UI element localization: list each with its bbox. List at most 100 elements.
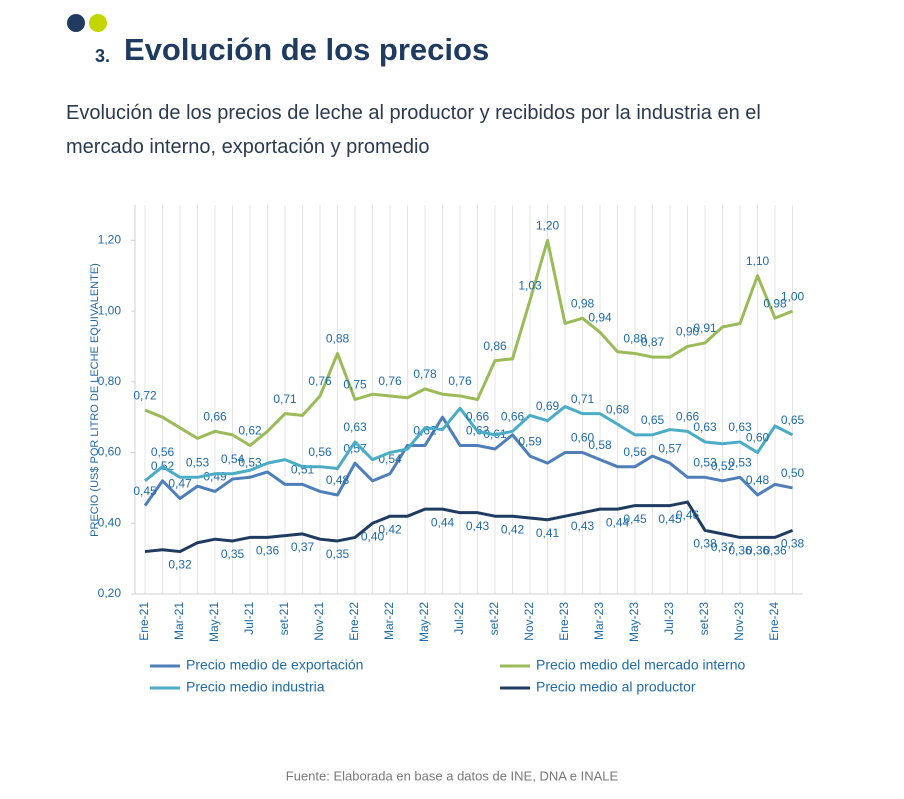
data-label: 0,56	[623, 445, 647, 459]
x-tick-label: Nov-21	[312, 602, 326, 641]
data-label: 1,20	[536, 219, 560, 233]
y-tick-label: 0,80	[98, 374, 122, 388]
data-label: 0,50	[781, 466, 805, 480]
x-tick-label: Ene-22	[347, 602, 361, 641]
data-label: 0,36	[256, 544, 280, 558]
data-label: 0,87	[641, 335, 665, 349]
dot	[67, 14, 85, 32]
data-label: 0,72	[133, 388, 157, 402]
data-label: 0,45	[133, 484, 157, 498]
data-label: 0,66	[501, 409, 525, 423]
data-label: 0,53	[186, 455, 210, 469]
data-label: 0,76	[378, 374, 402, 388]
x-tick-label: May-21	[207, 602, 221, 642]
x-tick-label: Ene-24	[767, 602, 781, 641]
data-label: 0,68	[606, 402, 630, 416]
x-tick-label: Jul-21	[242, 602, 256, 635]
dot	[89, 14, 107, 32]
legend-label: Precio medio de exportación	[186, 657, 363, 673]
x-tick-label: set-22	[487, 602, 501, 636]
data-label: 1,03	[518, 279, 542, 293]
data-label: 0,88	[326, 332, 350, 346]
x-tick-label: May-22	[417, 602, 431, 642]
data-label: 0,35	[221, 547, 245, 561]
data-label: 0,54	[221, 452, 245, 466]
data-label: 1,00	[781, 289, 805, 303]
data-label: 0,98	[763, 296, 787, 310]
data-label: 0,71	[571, 392, 595, 406]
series-line	[143, 415, 793, 507]
data-label: 0,48	[746, 473, 770, 487]
series-line	[144, 500, 794, 554]
data-label: 0,53	[238, 455, 262, 469]
y-tick-label: 0,60	[98, 445, 122, 459]
y-tick-label: 1,00	[98, 303, 122, 317]
data-label: 0,63	[693, 420, 717, 434]
data-label: 0,41	[536, 526, 560, 540]
legend-label: Precio medio del mercado interno	[536, 657, 746, 673]
legend-label: Precio medio industria	[186, 679, 325, 695]
data-label: 0,57	[658, 441, 682, 455]
data-label: 0,42	[501, 522, 525, 536]
x-tick-label: Mar-23	[592, 602, 606, 640]
legend-label: Precio medio al productor	[536, 679, 696, 695]
y-tick-label: 0,20	[98, 586, 122, 600]
data-label: 0,60	[746, 431, 770, 445]
data-label: 0,76	[448, 374, 472, 388]
data-label: 0,59	[518, 434, 542, 448]
data-label: 0,75	[343, 378, 367, 392]
data-label: 0,62	[238, 424, 262, 438]
data-label: 0,38	[693, 537, 717, 551]
data-label: 0,94	[588, 310, 612, 324]
data-label: 0,46	[676, 508, 700, 522]
data-label: 0,36	[763, 544, 787, 558]
y-axis-label: PRECIO (US$ POR LITRO DE LECHE EQUIVALEN…	[89, 263, 101, 537]
data-label: 0,45	[623, 512, 647, 526]
y-tick-label: 1,20	[98, 233, 122, 247]
data-label: 0,58	[588, 438, 612, 452]
data-label: 0,32	[168, 558, 192, 572]
data-label: 0,53	[693, 455, 717, 469]
data-label: 0,45	[658, 512, 682, 526]
x-tick-label: Jul-22	[452, 602, 466, 635]
data-label: 0,78	[413, 367, 437, 381]
data-label: 0,90	[676, 325, 700, 339]
section-number: 3.	[95, 46, 110, 66]
data-label: 0,37	[291, 540, 315, 554]
data-label: 0,36	[746, 544, 770, 558]
x-tick-label: May-23	[627, 602, 641, 642]
data-label: 0,63	[728, 420, 752, 434]
page-title: Evolución de los precios	[124, 32, 489, 67]
data-label: 0,56	[151, 445, 175, 459]
data-label: 0,88	[623, 332, 647, 346]
data-label: 0,56	[308, 445, 332, 459]
source: Fuente: Elaborada en base a datos de INE…	[286, 768, 619, 783]
x-tick-label: Ene-21	[137, 602, 151, 641]
data-label: 0,53	[728, 455, 752, 469]
x-tick-label: Nov-22	[522, 602, 536, 641]
data-label: 0,38	[781, 537, 805, 551]
data-label: 0,52	[711, 459, 735, 473]
data-label: 0,47	[168, 477, 192, 491]
series-line	[144, 405, 794, 483]
data-label: 0,48	[326, 473, 350, 487]
data-label: 0,69	[536, 399, 560, 413]
x-tick-label: Mar-22	[382, 602, 396, 640]
data-label: 0,36	[728, 544, 752, 558]
x-tick-label: Mar-21	[172, 602, 186, 640]
data-label: 0,66	[203, 409, 227, 423]
x-tick-label: set-21	[277, 602, 291, 636]
subtitle: Evolución de los precios de leche al pro…	[66, 102, 761, 158]
data-label: 0,37	[711, 540, 735, 554]
data-label: 0,86	[483, 339, 507, 353]
data-label: 0,60	[571, 431, 595, 445]
data-label: 0,44	[431, 515, 455, 529]
data-label: 1,10	[746, 254, 770, 268]
data-label: 0,65	[641, 413, 665, 427]
data-label: 0,40	[361, 529, 385, 543]
y-tick-label: 0,40	[98, 515, 122, 529]
subtitle-box: Evolución de los precios de leche al pro…	[66, 102, 761, 158]
data-label: 0,76	[308, 374, 332, 388]
data-label: 0,44	[606, 515, 630, 529]
